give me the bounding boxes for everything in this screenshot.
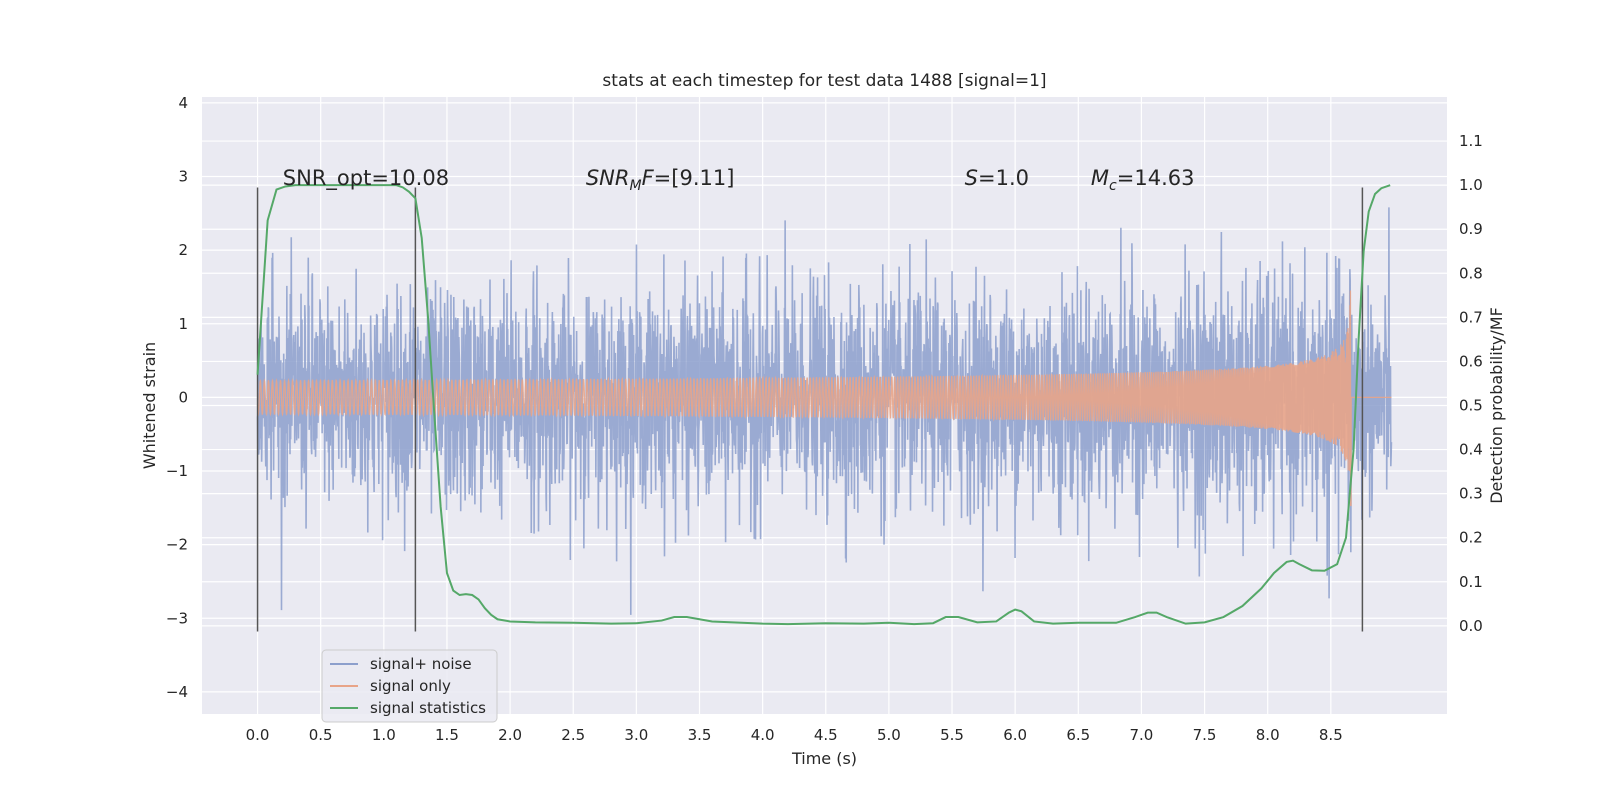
y-tick-label: −2 xyxy=(166,536,188,554)
legend-label: signal statistics xyxy=(370,699,486,717)
annotation-s-value: S=1.0 xyxy=(965,166,1029,190)
annotation-snr-opt: SNR_opt=10.08 xyxy=(283,166,449,191)
series-signal-noise xyxy=(256,207,1393,615)
x-tick-label: 0.0 xyxy=(246,726,270,744)
x-tick-label: 2.5 xyxy=(561,726,585,744)
x-tick-label: 0.5 xyxy=(309,726,333,744)
y-right-tick-label: 0.9 xyxy=(1459,220,1483,238)
x-tick-label: 7.0 xyxy=(1130,726,1154,744)
x-axis-label: Time (s) xyxy=(791,749,857,768)
plot-area xyxy=(202,97,1447,714)
y-tick-label: −4 xyxy=(166,683,188,701)
y-right-tick-label: 0.3 xyxy=(1459,485,1483,503)
x-tick-label: 3.5 xyxy=(688,726,712,744)
legend-label: signal+ noise xyxy=(370,655,472,673)
chart-title: stats at each timestep for test data 148… xyxy=(602,71,1046,91)
x-tick-label: 8.5 xyxy=(1319,726,1343,744)
y-right-tick-label: 0.2 xyxy=(1459,529,1483,547)
y-right-tick-label: 0.4 xyxy=(1459,441,1483,459)
y-tick-label: 4 xyxy=(178,94,188,112)
y-tick-label: 2 xyxy=(178,241,188,259)
x-tick-label: 4.5 xyxy=(814,726,838,744)
y-tick-label: 1 xyxy=(178,315,188,333)
legend-label: signal only xyxy=(370,677,451,695)
x-tick-label: 1.0 xyxy=(372,726,396,744)
y-right-tick-label: 0.5 xyxy=(1459,397,1483,415)
y-tick-label: −3 xyxy=(166,609,188,627)
y-right-tick-label: 0.7 xyxy=(1459,308,1483,326)
x-tick-label: 6.0 xyxy=(1003,726,1027,744)
y-tick-label: −1 xyxy=(166,462,188,480)
y-right-tick-label: 0.1 xyxy=(1459,573,1483,591)
x-tick-label: 7.5 xyxy=(1193,726,1217,744)
y-right-tick-label: 0.6 xyxy=(1459,352,1483,370)
x-tick-label: 8.0 xyxy=(1256,726,1280,744)
x-tick-label: 2.0 xyxy=(498,726,522,744)
x-tick-label: 5.0 xyxy=(877,726,901,744)
legend: signal+ noise signal only signal statistic… xyxy=(321,649,498,723)
x-tick-label: 3.0 xyxy=(624,726,648,744)
x-tick-label: 1.5 xyxy=(435,726,459,744)
legend-box xyxy=(321,649,498,723)
y-tick-label: 0 xyxy=(178,388,188,406)
x-tick-label: 6.5 xyxy=(1066,726,1090,744)
x-tick-label: 5.5 xyxy=(940,726,964,744)
y-axis-label: Whitened strain xyxy=(140,342,159,469)
y-right-tick-label: 1.1 xyxy=(1459,132,1483,150)
y-axis-right-label: Detection probability/MF xyxy=(1487,307,1506,504)
y-right-tick-label: 0.8 xyxy=(1459,264,1483,282)
y-right-tick-label: 1.0 xyxy=(1459,176,1483,194)
y-right-tick-label: 0.0 xyxy=(1459,617,1483,635)
annotation-snr-mf: SNRMF=[9.11] xyxy=(586,166,735,194)
series-signal-only xyxy=(256,290,1392,506)
annotation-mc-value: Mc=14.63 xyxy=(1091,166,1195,194)
series-signal-statistics xyxy=(256,184,1391,626)
y-tick-label: 3 xyxy=(178,168,188,186)
x-tick-label: 4.0 xyxy=(751,726,775,744)
